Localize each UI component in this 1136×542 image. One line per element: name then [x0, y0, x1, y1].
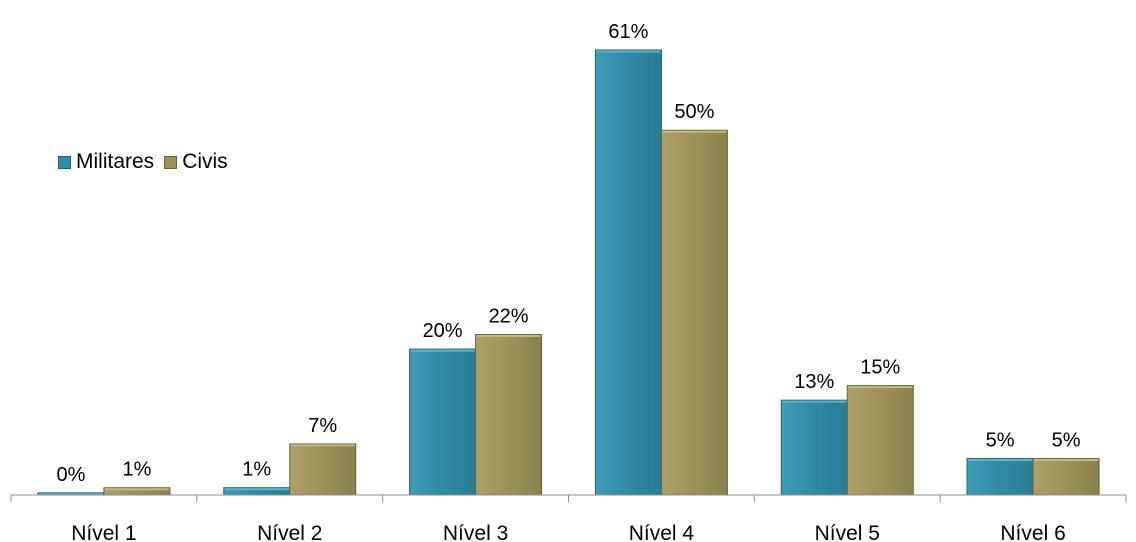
- bar-militares-6: [966, 458, 1034, 496]
- data-label-militares-2: 1%: [242, 459, 271, 481]
- bar-civis-5: [846, 385, 914, 496]
- data-label-civis-4: 50%: [674, 101, 714, 123]
- data-label-militares-6: 5%: [986, 430, 1015, 452]
- chart-legend: Militares Civis: [58, 150, 238, 174]
- legend-swatch-civis: [164, 155, 178, 169]
- data-label-civis-6: 5%: [1052, 430, 1081, 452]
- legend-item-militares: Militares: [58, 150, 154, 174]
- x-tick-label: Nível 2: [257, 522, 322, 542]
- x-tick-label: Nível 3: [443, 522, 508, 542]
- data-label-civis-2: 7%: [308, 415, 337, 437]
- x-tick-label: Nível 4: [629, 522, 695, 542]
- bar-civis-6: [1032, 458, 1100, 496]
- bar-civis-3: [475, 334, 543, 496]
- data-label-militares-5: 13%: [794, 371, 834, 393]
- x-tick-label: Nível 5: [815, 522, 880, 542]
- data-label-militares-4: 61%: [608, 21, 648, 43]
- bar-militares-5: [780, 399, 848, 496]
- data-label-civis-3: 22%: [489, 306, 529, 328]
- data-labels-layer: 0% 1% 1% 7% 20% 22% 61% 50% 13% 15% 5% 5%: [56, 21, 1080, 486]
- data-label-militares-3: 20%: [423, 320, 463, 342]
- bars-layer: [37, 49, 1100, 496]
- legend-label-civis: Civis: [182, 150, 228, 173]
- legend-swatch-militares: [58, 155, 71, 169]
- bar-militares-4: [594, 49, 662, 496]
- data-label-civis-1: 1%: [122, 459, 151, 481]
- legend-label-militares: Militares: [76, 150, 155, 173]
- legend-item-civis: Civis: [164, 150, 228, 174]
- x-tick-label: Nível 6: [1000, 522, 1065, 542]
- x-axis: Nível 1 Nível 2 Nível 3 Nível 4 Nível 5 Nível…: [10, 494, 1127, 542]
- bar-civis-2: [289, 443, 357, 496]
- data-label-militares-1: 0%: [56, 464, 85, 486]
- bar-civis-4: [660, 129, 728, 496]
- bar-militares-3: [409, 348, 477, 496]
- x-tick-label: Nível 1: [71, 522, 136, 542]
- data-label-civis-5: 15%: [860, 357, 900, 379]
